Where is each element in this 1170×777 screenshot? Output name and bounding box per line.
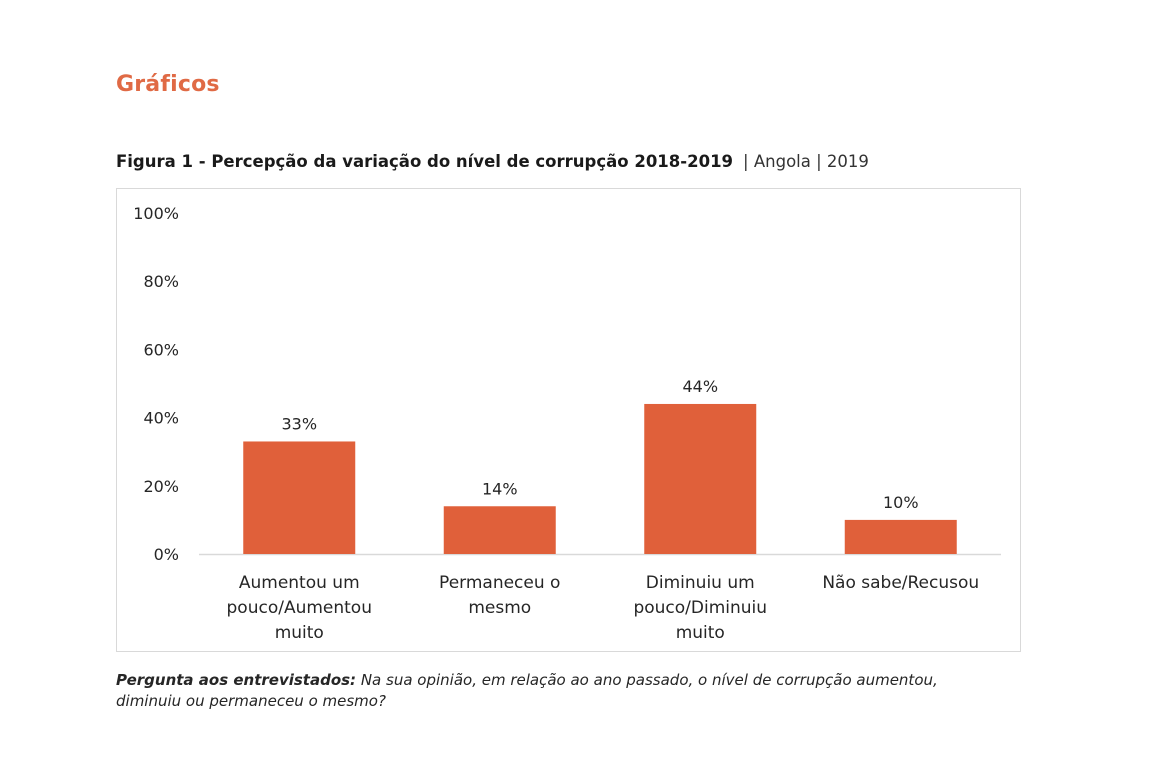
y-tick-label: 100% <box>133 204 179 223</box>
figure-title-meta: | Angola | 2019 <box>743 152 869 171</box>
data-label: 14% <box>482 479 518 498</box>
y-tick-label: 60% <box>143 340 179 359</box>
y-tick-label: 80% <box>143 272 179 291</box>
bar-chart: 0% 20% 40% 60% 80% 100% 33% Aumentou um pouco/Au… <box>133 204 1001 643</box>
x-category-label: Permaneceu o <box>439 573 560 593</box>
y-tick-label: 20% <box>143 477 179 496</box>
data-label: 33% <box>281 414 317 433</box>
x-category-label: Aumentou um <box>239 573 360 593</box>
x-category-label: muito <box>275 623 324 643</box>
x-category-label: muito <box>676 623 725 643</box>
bar <box>443 506 556 554</box>
caption-lead: Pergunta aos entrevistados: <box>116 671 357 689</box>
data-label: 44% <box>682 377 718 396</box>
x-category-label: pouco/Diminuiu <box>633 598 767 618</box>
x-category-label: Não sabe/Recusou <box>822 573 979 593</box>
caption-text: Na sua opinião, em relação ao ano passad… <box>116 671 938 710</box>
chart-frame: 0% 20% 40% 60% 80% 100% 33% Aumentou um pouco/Au… <box>116 188 1021 652</box>
bar <box>644 403 757 554</box>
figure-title: Figura 1 - Percepção da variação do níve… <box>116 152 869 171</box>
figure-caption: Pergunta aos entrevistados: Na sua opini… <box>116 670 996 712</box>
x-category-label: mesmo <box>468 598 531 618</box>
bar <box>243 441 356 554</box>
data-label: 10% <box>883 493 919 512</box>
y-tick-label: 40% <box>143 409 179 428</box>
section-title: Gráficos <box>116 72 220 97</box>
bar <box>844 519 957 554</box>
y-tick-label: 0% <box>154 545 179 564</box>
x-category-label: pouco/Aumentou <box>227 598 372 618</box>
figure-title-main: Figura 1 - Percepção da variação do níve… <box>116 152 734 171</box>
x-category-label: Diminuiu um <box>646 573 755 593</box>
